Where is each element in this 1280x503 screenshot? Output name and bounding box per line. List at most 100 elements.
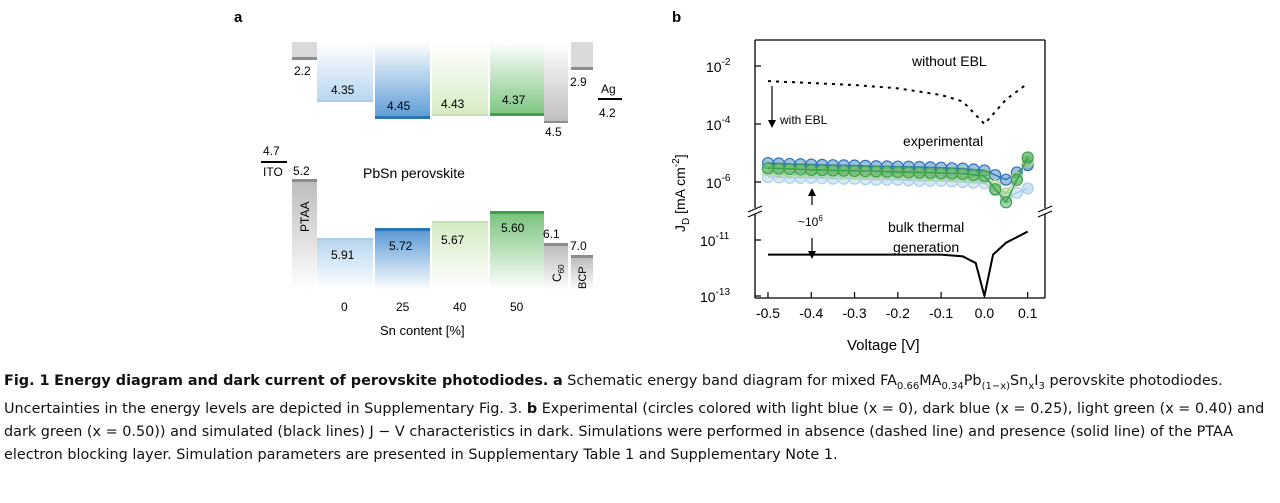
ptaa-homo-box bbox=[292, 182, 317, 290]
y-ticks: 10-2 10-4 10-6 10-11 10-13 bbox=[700, 57, 731, 305]
cb-value-1: 4.45 bbox=[387, 99, 411, 113]
y-tick-1e-6: 10-6 bbox=[706, 173, 731, 191]
data-point bbox=[913, 166, 926, 179]
bcp-lumo-line bbox=[571, 67, 593, 70]
annot-experimental: experimental bbox=[903, 133, 983, 149]
y-tick-1e-2: 10-2 bbox=[706, 57, 731, 75]
series-line-2 bbox=[767, 161, 1029, 195]
tick-a-3: 50 bbox=[510, 300, 524, 314]
cb-box-0 bbox=[317, 42, 373, 101]
data-point bbox=[880, 165, 894, 178]
x-tick-label: -0.3 bbox=[842, 305, 866, 321]
data-point bbox=[1021, 151, 1034, 164]
data-point bbox=[945, 167, 959, 180]
plot-area bbox=[761, 80, 1034, 297]
y-axis-label: JD [mA cm-2] bbox=[671, 154, 692, 232]
data-point bbox=[848, 164, 861, 178]
arrow-with-ebl-head bbox=[768, 120, 776, 128]
data-point bbox=[783, 162, 796, 176]
y-tick-marks bbox=[755, 65, 761, 297]
ptaa-homo-line bbox=[292, 179, 317, 182]
ag-value: 4.2 bbox=[599, 106, 616, 120]
panel-a-ticks: 0 25 40 50 bbox=[341, 300, 524, 314]
c60-label: C60 bbox=[550, 264, 566, 282]
data-point bbox=[1010, 173, 1023, 186]
panel-b-label: b bbox=[672, 9, 681, 26]
vb-value-0: 5.91 bbox=[331, 248, 355, 262]
x-axis-label: Voltage [V] bbox=[847, 337, 920, 354]
data-point bbox=[859, 165, 872, 178]
caption-sub2: 0.34 bbox=[941, 380, 964, 392]
panel-a: a 2.2 4.35 4.45 4.43 4.37 4.5 2.9 Ag 4.2… bbox=[234, 9, 622, 338]
c60-homo-box bbox=[544, 246, 568, 290]
data-point bbox=[935, 167, 948, 180]
tick-a-1: 25 bbox=[396, 300, 410, 314]
axis-break-gap-left bbox=[750, 208, 760, 214]
vb-line-3 bbox=[490, 211, 544, 214]
caption-panel-a: a bbox=[552, 373, 563, 389]
annot-with-ebl: with EBL bbox=[779, 113, 828, 127]
x-tick-label: 0.1 bbox=[1018, 305, 1038, 321]
ptaa-label: PTAA bbox=[298, 202, 312, 232]
y-tick-1e-11: 10-11 bbox=[700, 231, 730, 249]
data-point bbox=[826, 164, 840, 177]
data-point bbox=[902, 166, 915, 179]
ptaa-homo-value: 5.2 bbox=[293, 164, 310, 178]
ag-line bbox=[598, 98, 622, 100]
caption-text-a6: perovskite photodiodes. Uncertainties in… bbox=[4, 373, 1223, 418]
data-point bbox=[999, 196, 1013, 209]
cb-line-3 bbox=[490, 113, 544, 116]
axis-break-left-2 bbox=[747, 210, 763, 218]
data-point bbox=[989, 168, 1002, 182]
ptaa-lumo-box bbox=[292, 42, 317, 59]
ptaa-lumo-line bbox=[292, 57, 317, 60]
annot-bulk2: generation bbox=[893, 239, 959, 255]
c60-lumo-value: 4.5 bbox=[545, 125, 562, 139]
annot-bulk1: bulk thermal bbox=[888, 219, 964, 235]
caption-fig-number: Fig. 1 bbox=[4, 373, 50, 389]
caption-text-a4: Sn bbox=[1010, 373, 1029, 389]
caption-sub5: 3 bbox=[1038, 380, 1045, 392]
c60-homo-value: 6.1 bbox=[543, 227, 560, 241]
vb-box-1 bbox=[375, 231, 430, 290]
cb-value-2: 4.43 bbox=[441, 97, 465, 111]
data-point bbox=[956, 167, 969, 181]
c60-lumo-box bbox=[544, 42, 568, 123]
data-point bbox=[772, 162, 785, 175]
figure-caption: Fig. 1 Energy diagram and dark current o… bbox=[4, 370, 1276, 466]
data-point bbox=[794, 163, 807, 176]
caption-sub4: x bbox=[1028, 380, 1035, 392]
series-line-3 bbox=[767, 157, 1029, 204]
y-tick-1e-4: 10-4 bbox=[706, 115, 731, 133]
ito-value: 4.7 bbox=[263, 144, 280, 158]
cb-value-0: 4.35 bbox=[331, 83, 355, 97]
c60-lumo-line bbox=[544, 121, 568, 123]
vb-line-2 bbox=[432, 221, 488, 223]
data-point bbox=[815, 164, 829, 177]
data-point bbox=[891, 165, 904, 179]
vb-line-0 bbox=[317, 238, 373, 240]
x-ticks: -0.5 -0.4 -0.3 -0.2 -0.1 0.0 0.1 bbox=[756, 292, 1038, 321]
ptaa-lumo-value: 2.2 bbox=[294, 64, 311, 78]
data-point bbox=[1021, 182, 1034, 195]
bcp-lumo-box bbox=[571, 42, 593, 69]
ito-label: ITO bbox=[263, 165, 283, 179]
cb-line-1 bbox=[375, 116, 430, 119]
caption-title: Energy diagram and dark current of perov… bbox=[54, 373, 549, 389]
data-point bbox=[837, 164, 850, 177]
ag-label: Ag bbox=[601, 82, 616, 96]
caption-sub3: (1−x) bbox=[981, 380, 1011, 392]
bcp-homo-line bbox=[571, 255, 593, 258]
data-point bbox=[924, 166, 937, 180]
x-tick-label: 0.0 bbox=[975, 305, 995, 321]
panel-b: b 10-2 10-4 10-6 10-11 10-13 JD [mA cm bbox=[671, 9, 1053, 354]
axis-break-gap-right bbox=[1040, 208, 1050, 214]
caption-text-a1: Schematic energy band diagram for mixed … bbox=[567, 373, 897, 389]
caption-panel-b: b bbox=[526, 401, 538, 418]
axis-break-right-1 bbox=[1037, 205, 1053, 213]
tick-a-2: 40 bbox=[453, 300, 467, 314]
axis-break-right-2 bbox=[1037, 210, 1053, 218]
bcp-homo-box bbox=[571, 258, 593, 290]
data-point bbox=[989, 183, 1002, 196]
figure: a 2.2 4.35 4.45 4.43 4.37 4.5 2.9 Ag 4.2… bbox=[234, 9, 1053, 354]
